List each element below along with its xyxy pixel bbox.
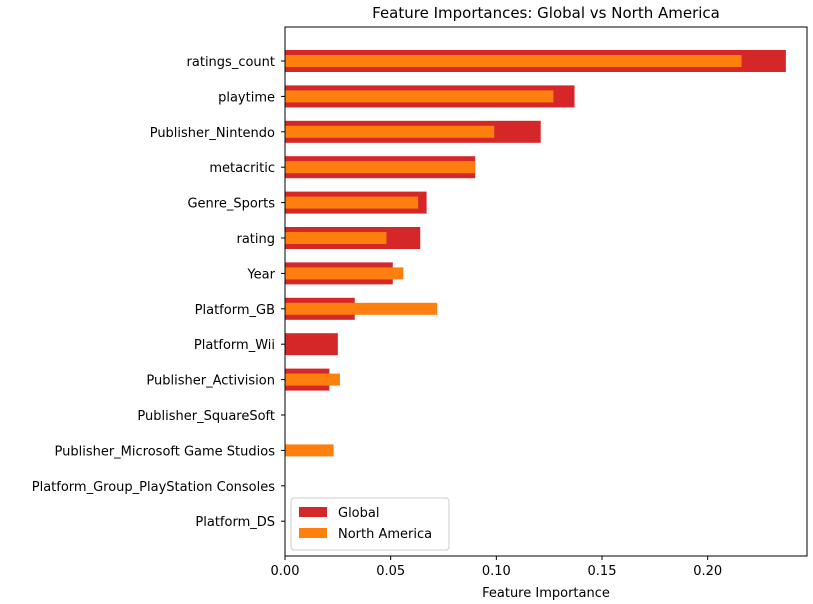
y-tick-label-platform-gb: Platform_GB (195, 303, 275, 318)
y-tick-label-metacritic: metacritic (209, 161, 275, 176)
x-ticks: 0.00 0.05 0.10 0.15 0.20 (271, 556, 722, 579)
legend-label-global: Global (338, 506, 379, 521)
x-tick-label: 0.10 (482, 564, 511, 579)
bar-global-platform-wii (285, 333, 338, 356)
y-tick-label-publisher-microsoft-game-studios: Publisher_Microsoft Game Studios (55, 444, 276, 459)
legend: Global North America (290, 497, 450, 551)
bar-north-america-metacritic (285, 161, 476, 174)
bar-north-america-year (285, 267, 404, 280)
y-tick-label-publisher-squaresoft: Publisher_SquareSoft (137, 409, 275, 424)
bar-north-america-publisher-activision (285, 373, 340, 386)
bar-north-america-rating (285, 232, 387, 244)
y-tick-labels: ratings_count playtime Publisher_Nintendom… (32, 55, 285, 530)
bar-north-america-publisher-nintendo (285, 125, 495, 138)
legend-swatch-north-america (299, 528, 327, 538)
legend-box (290, 497, 450, 551)
y-tick-label-rating: rating (236, 232, 275, 247)
y-tick-label-playtime: playtime (218, 90, 275, 105)
x-tick-label: 0.15 (588, 564, 617, 579)
bar-north-america-publisher-microsoft-game-studios (285, 444, 334, 457)
bars-group (285, 50, 786, 457)
plot-frame (284, 26, 808, 557)
y-tick-label-platform-group-playstation-consoles: Platform_Group_PlayStation Consoles (32, 480, 275, 495)
x-tick-label: 0.05 (376, 564, 405, 579)
x-tick-label: 0.20 (693, 564, 722, 579)
y-tick-label-platform-wii: Platform_Wii (194, 338, 275, 353)
y-tick-label-publisher-nintendo: Publisher_Nintendo (150, 126, 275, 141)
y-tick-label-platform-ds: Platform_DS (195, 515, 275, 530)
y-tick-label-ratings-count: ratings_count (187, 55, 275, 70)
y-tick-label-year: Year (246, 267, 275, 282)
bar-north-america-genre-sports (285, 196, 419, 209)
bar-north-america-playtime (285, 90, 554, 103)
x-axis-label: Feature Importance (482, 586, 610, 601)
legend-label-north-america: North America (338, 527, 432, 542)
legend-swatch-global (299, 507, 327, 517)
bar-north-america-ratings-count (285, 55, 742, 67)
x-tick-label: 0.00 (271, 564, 300, 579)
y-tick-label-genre-sports: Genre_Sports (187, 197, 275, 212)
bar-north-america-platform-gb (285, 302, 438, 315)
chart-title: Feature Importances: Global vs North Ame… (372, 4, 720, 22)
y-tick-label-publisher-activision: Publisher_Activision (146, 374, 275, 389)
